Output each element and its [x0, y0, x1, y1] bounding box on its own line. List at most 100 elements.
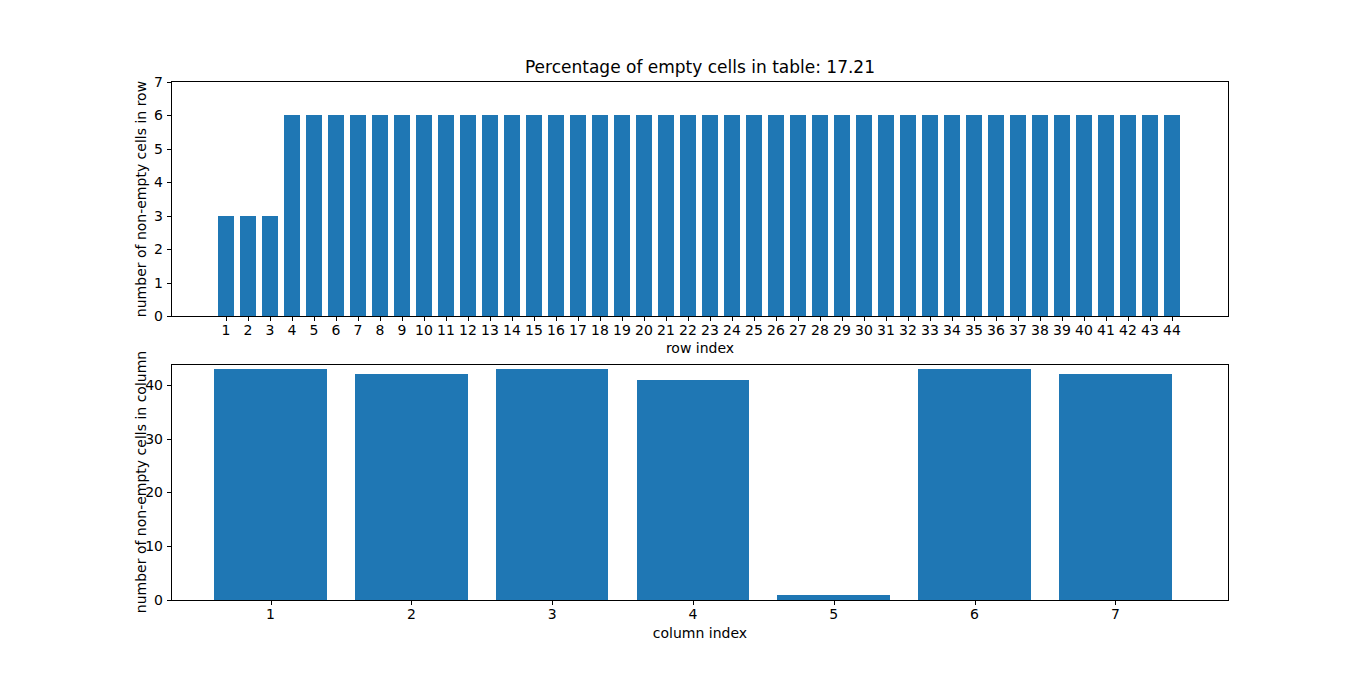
row-chart-y-axis-label: number of non-empty cells in row — [134, 81, 149, 317]
y-tick — [167, 216, 172, 217]
x-tick-label: 5 — [829, 607, 838, 622]
bar — [372, 115, 387, 316]
x-tick-label: 27 — [789, 323, 807, 338]
y-tick — [167, 385, 172, 386]
x-tick-label: 11 — [437, 323, 455, 338]
x-tick-label: 43 — [1141, 323, 1159, 338]
y-tick — [167, 600, 172, 601]
x-tick — [842, 316, 843, 321]
y-tick — [167, 546, 172, 547]
matplotlib-figure: Percentage of empty cells in table: 17.2… — [0, 0, 1366, 674]
x-tick — [952, 316, 953, 321]
bar — [526, 115, 541, 316]
x-tick-label: 7 — [1111, 607, 1120, 622]
x-tick — [336, 316, 337, 321]
y-tick — [167, 149, 172, 150]
x-tick — [1062, 316, 1063, 321]
x-tick-label: 4 — [688, 607, 697, 622]
x-tick — [292, 316, 293, 321]
x-tick-label: 4 — [287, 323, 296, 338]
x-tick-label: 37 — [1009, 323, 1027, 338]
x-tick-label: 44 — [1163, 323, 1181, 338]
x-tick — [578, 316, 579, 321]
bar — [944, 115, 959, 316]
y-tick-label: 40 — [145, 377, 163, 392]
x-tick-label: 14 — [503, 323, 521, 338]
column-chart-axes: 1234567010203040 — [171, 364, 1229, 601]
y-tick-label: 2 — [154, 242, 163, 257]
bar — [900, 115, 915, 316]
x-tick-label: 1 — [221, 323, 230, 338]
x-tick — [270, 316, 271, 321]
bar — [680, 115, 695, 316]
x-tick — [248, 316, 249, 321]
bar — [416, 115, 431, 316]
bar — [482, 115, 497, 316]
x-tick — [975, 600, 976, 605]
x-tick-label: 20 — [635, 323, 653, 338]
x-tick-label: 8 — [375, 323, 384, 338]
y-tick — [167, 316, 172, 317]
x-tick-label: 3 — [548, 607, 557, 622]
y-tick — [167, 249, 172, 250]
x-tick — [411, 600, 412, 605]
bar — [570, 115, 585, 316]
x-tick — [424, 316, 425, 321]
x-tick-label: 33 — [921, 323, 939, 338]
x-tick — [930, 316, 931, 321]
x-tick — [1084, 316, 1085, 321]
x-tick-label: 6 — [970, 607, 979, 622]
y-tick-label: 3 — [154, 208, 163, 223]
x-tick — [402, 316, 403, 321]
x-tick — [820, 316, 821, 321]
x-tick — [693, 600, 694, 605]
bar — [1054, 115, 1069, 316]
x-tick-label: 10 — [415, 323, 433, 338]
x-tick-label: 13 — [481, 323, 499, 338]
bar — [1098, 115, 1113, 316]
bar — [350, 115, 365, 316]
y-tick — [167, 439, 172, 440]
x-tick — [996, 316, 997, 321]
x-tick — [864, 316, 865, 321]
x-tick-label: 40 — [1075, 323, 1093, 338]
bar — [1010, 115, 1025, 316]
x-tick — [358, 316, 359, 321]
y-tick-label: 20 — [145, 485, 163, 500]
x-tick-label: 12 — [459, 323, 477, 338]
y-tick-label: 4 — [154, 175, 163, 190]
x-tick — [798, 316, 799, 321]
bar — [262, 216, 277, 316]
x-tick — [1106, 316, 1107, 321]
x-tick-label: 23 — [701, 323, 719, 338]
bar — [1142, 115, 1157, 316]
x-tick — [908, 316, 909, 321]
bar — [988, 115, 1003, 316]
x-tick — [776, 316, 777, 321]
bar — [548, 115, 563, 316]
bar — [1120, 115, 1135, 316]
x-tick — [974, 316, 975, 321]
x-tick-label: 30 — [855, 323, 873, 338]
bar — [746, 115, 761, 316]
x-tick — [490, 316, 491, 321]
x-tick-label: 17 — [569, 323, 587, 338]
x-tick-label: 32 — [899, 323, 917, 338]
x-tick-label: 28 — [811, 323, 829, 338]
bar — [790, 115, 805, 316]
x-tick-label: 38 — [1031, 323, 1049, 338]
y-tick — [167, 82, 172, 83]
bar — [496, 369, 609, 600]
y-tick — [167, 492, 172, 493]
x-tick — [600, 316, 601, 321]
bar — [812, 115, 827, 316]
bar — [218, 216, 233, 316]
bar — [918, 369, 1031, 600]
bar — [306, 115, 321, 316]
bar — [592, 115, 607, 316]
x-tick — [1150, 316, 1151, 321]
x-tick — [314, 316, 315, 321]
y-tick-label: 10 — [145, 539, 163, 554]
x-tick-label: 41 — [1097, 323, 1115, 338]
x-tick — [1128, 316, 1129, 321]
